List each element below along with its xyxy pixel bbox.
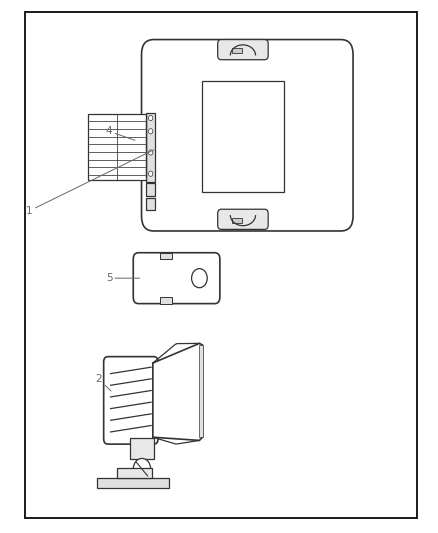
Bar <box>130 438 154 459</box>
Circle shape <box>133 458 151 480</box>
Circle shape <box>148 171 153 176</box>
Text: 1: 1 <box>26 150 154 216</box>
FancyBboxPatch shape <box>104 357 158 444</box>
Bar <box>232 48 242 53</box>
Circle shape <box>148 150 153 155</box>
Bar <box>201 81 284 192</box>
FancyBboxPatch shape <box>141 39 353 231</box>
Text: 4: 4 <box>106 126 135 140</box>
Circle shape <box>191 269 207 288</box>
Bar <box>160 253 173 259</box>
Polygon shape <box>153 343 202 440</box>
Bar <box>232 217 242 223</box>
Bar <box>117 468 152 478</box>
Bar <box>146 198 155 210</box>
Bar <box>146 113 155 182</box>
Bar <box>88 114 146 180</box>
Bar <box>146 183 155 196</box>
FancyBboxPatch shape <box>218 39 268 60</box>
Bar <box>199 345 203 437</box>
Bar <box>97 478 169 488</box>
Bar <box>160 297 173 304</box>
Circle shape <box>148 115 153 120</box>
Text: 2: 2 <box>96 375 111 391</box>
FancyBboxPatch shape <box>133 253 220 304</box>
FancyBboxPatch shape <box>218 209 268 229</box>
Text: 5: 5 <box>106 273 140 283</box>
Circle shape <box>148 128 153 134</box>
